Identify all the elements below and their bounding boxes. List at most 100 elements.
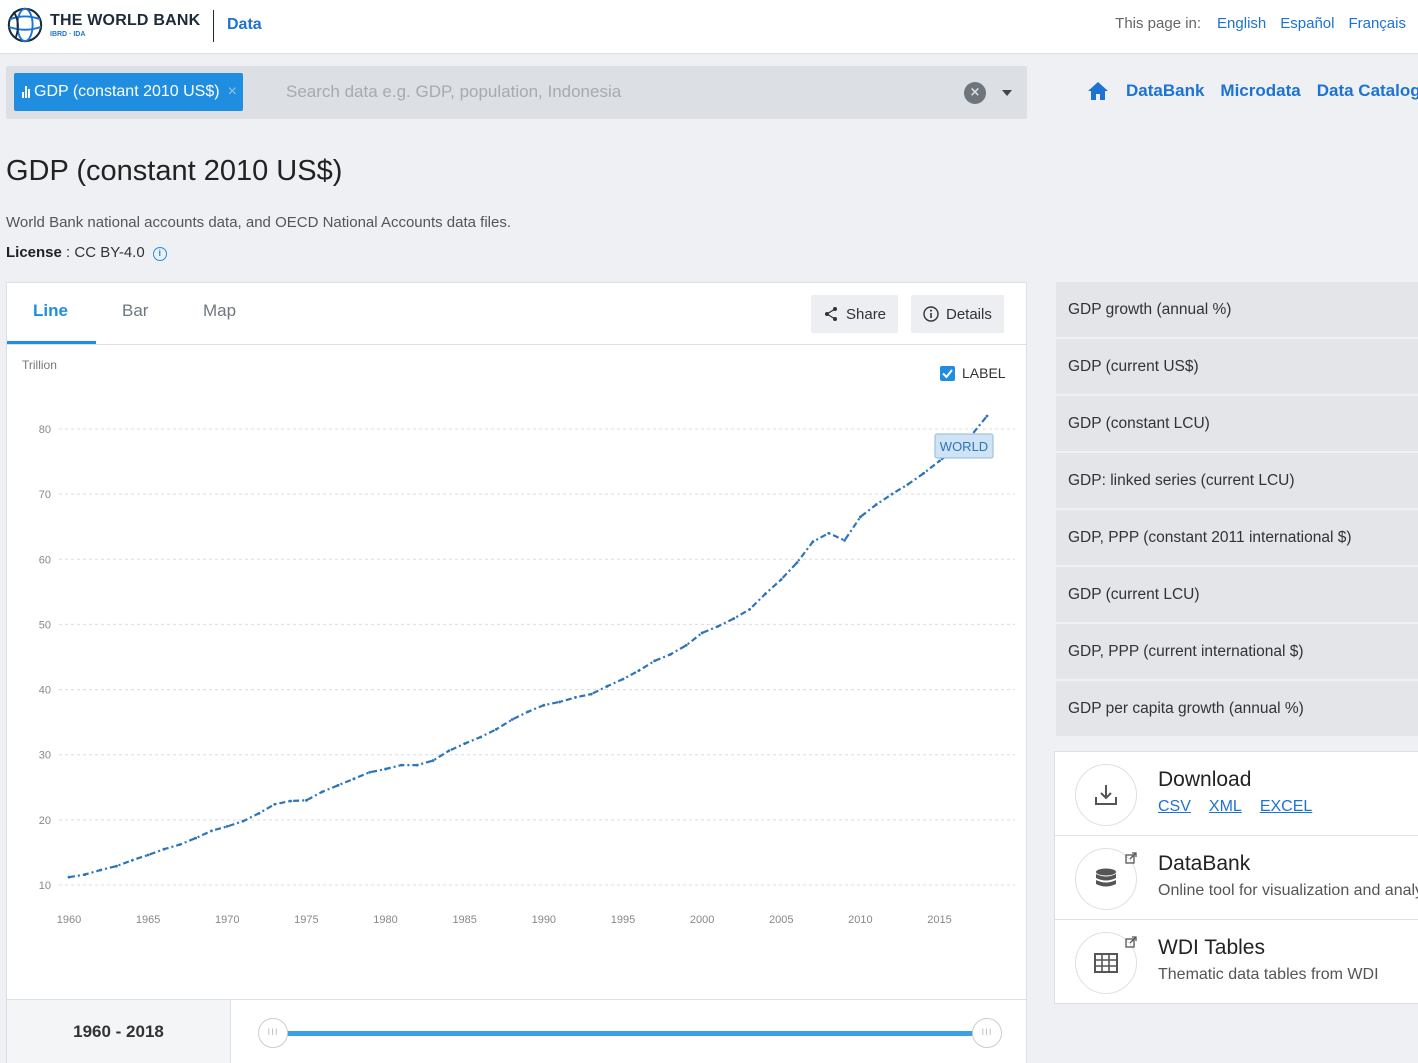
data-point[interactable] [130,858,134,862]
nav-databank[interactable]: DataBank [1126,81,1205,100]
data-point[interactable] [827,531,831,535]
clear-search-icon[interactable]: × [964,82,986,104]
data-point[interactable] [178,843,182,847]
share-button[interactable]: Share [811,295,899,333]
tab-bar[interactable]: Bar [122,301,149,320]
external-link-icon [1125,852,1137,864]
nav-microdata[interactable]: Microdata [1220,81,1301,100]
download-csv-link[interactable]: CSV [1158,798,1191,815]
related-indicator[interactable]: GDP (constant LCU) [1056,396,1418,451]
data-point[interactable] [938,459,941,463]
label-checkbox[interactable] [940,366,955,381]
related-indicator[interactable]: GDP growth (annual %) [1056,282,1418,337]
data-point[interactable] [305,798,308,802]
data-point[interactable] [336,783,340,787]
language-english[interactable]: English [1217,15,1267,32]
home-icon[interactable] [1086,80,1110,102]
data-point[interactable] [858,515,862,519]
nav-data-catalog[interactable]: Data Catalog [1316,81,1418,100]
data-point[interactable] [985,414,989,418]
data-point[interactable] [764,592,767,596]
data-point[interactable] [843,538,846,542]
data-point[interactable] [669,652,672,656]
data-point[interactable] [146,853,150,857]
selected-indicator-chip[interactable]: GDP (constant 2010 US$) × [14,73,243,111]
data-point[interactable] [194,836,198,840]
data-point[interactable] [210,829,213,833]
data-point[interactable] [479,735,482,739]
data-point[interactable] [99,868,103,872]
data-point[interactable] [811,540,815,544]
info-icon[interactable]: i [152,247,167,261]
data-point[interactable] [637,669,641,673]
data-point[interactable] [447,749,451,753]
tab-line[interactable]: Line [33,301,68,320]
details-button[interactable]: Details [911,295,1004,333]
data-point[interactable] [241,819,245,823]
language-espanol[interactable]: Español [1280,15,1335,32]
data-point[interactable] [494,727,498,731]
chip-remove-icon[interactable]: × [227,83,237,100]
databank-tool[interactable]: DataBank Online tool for visualization a… [1055,836,1418,920]
related-indicator[interactable]: GDP per capita growth (annual %) [1056,681,1418,736]
tab-map[interactable]: Map [203,301,237,320]
data-point[interactable] [621,677,625,681]
data-point[interactable] [67,875,71,879]
data-point[interactable] [906,482,910,486]
data-point[interactable] [415,763,419,767]
data-point[interactable] [320,790,324,794]
y-tick-label: 70 [39,489,51,501]
data-point[interactable] [574,695,577,699]
data-point[interactable] [684,643,688,647]
slider-handle-end[interactable]: III [972,1018,1002,1048]
slider-handle-start[interactable]: III [258,1018,288,1048]
related-indicator[interactable]: GDP, PPP (current international $) [1056,624,1418,679]
data-point[interactable] [257,811,261,815]
related-indicator[interactable]: GDP (current LCU) [1056,567,1418,622]
data-point[interactable] [510,718,514,721]
data-point[interactable] [162,847,166,851]
data-point[interactable] [115,864,118,868]
slider-track[interactable] [273,1031,987,1036]
data-point[interactable] [526,710,530,714]
data-point[interactable] [795,561,799,564]
data-point[interactable] [273,802,277,806]
data-point[interactable] [716,624,720,628]
download-xml-link[interactable]: XML [1208,798,1242,815]
series-line-world[interactable] [68,415,988,879]
data-point[interactable] [289,799,292,803]
related-indicator[interactable]: GDP (current US$) [1056,339,1418,394]
related-indicator[interactable]: GDP: linked series (current LCU) [1056,453,1418,508]
data-point[interactable] [890,492,894,496]
data-home-link[interactable]: Data [227,16,262,33]
data-point[interactable] [399,763,403,767]
search-input[interactable]: Search data e.g. GDP, population, Indone… [286,82,622,101]
data-point[interactable] [700,631,704,635]
data-point[interactable] [922,471,926,475]
data-point[interactable] [384,767,387,771]
data-point[interactable] [605,684,609,688]
data-point[interactable] [558,700,562,704]
data-point[interactable] [368,770,372,774]
related-indicator[interactable]: GDP, PPP (constant 2011 international $) [1056,510,1418,565]
series-label-world[interactable]: WORLD [934,433,994,459]
data-point[interactable] [653,659,657,663]
data-point[interactable] [732,617,736,620]
data-point[interactable] [589,692,593,696]
world-bank-logo[interactable]: THE WORLD BANK IBRD · IDA [6,6,200,44]
data-point[interactable] [431,759,435,762]
data-point[interactable] [779,578,783,581]
data-point[interactable] [542,703,546,707]
data-point[interactable] [352,777,356,781]
chevron-down-icon[interactable] [1002,90,1012,96]
label-toggle[interactable]: LABEL [940,365,1006,381]
data-point[interactable] [83,873,87,876]
language-francais[interactable]: Français [1348,15,1406,32]
data-point[interactable] [463,742,467,746]
wdi-tables-tool[interactable]: WDI Tables Thematic data tables from WDI [1055,920,1418,1003]
data-point[interactable] [748,608,751,611]
data-point[interactable] [225,824,229,828]
data-point[interactable] [874,503,878,506]
download-excel-link[interactable]: EXCEL [1259,798,1313,815]
indicator-search-box[interactable]: GDP (constant 2010 US$) × Search data e.… [6,66,1027,119]
